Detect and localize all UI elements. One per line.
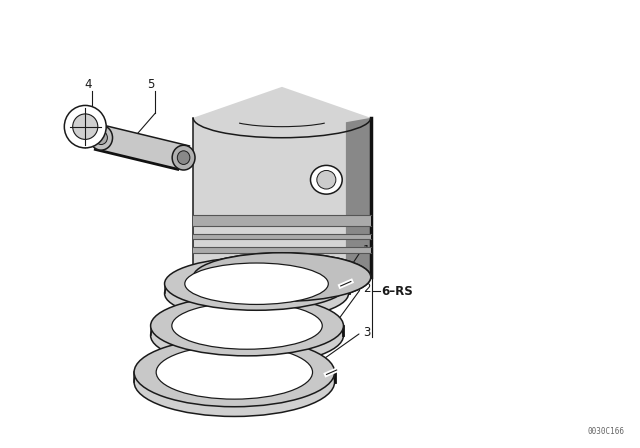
Text: 1: 1 <box>363 244 371 257</box>
Ellipse shape <box>150 306 344 366</box>
Ellipse shape <box>134 338 335 407</box>
Ellipse shape <box>156 345 312 399</box>
Bar <box>193 234 371 240</box>
Bar <box>193 247 371 253</box>
Ellipse shape <box>177 151 190 164</box>
Text: 2: 2 <box>363 282 371 295</box>
Text: 3: 3 <box>363 326 371 339</box>
Ellipse shape <box>185 263 328 305</box>
Ellipse shape <box>172 145 195 170</box>
Ellipse shape <box>150 296 344 356</box>
Ellipse shape <box>193 253 371 302</box>
Ellipse shape <box>150 296 344 356</box>
Text: 6–RS: 6–RS <box>381 285 413 298</box>
Ellipse shape <box>164 257 349 310</box>
Ellipse shape <box>310 165 342 194</box>
Ellipse shape <box>64 105 106 148</box>
Ellipse shape <box>73 114 98 139</box>
Ellipse shape <box>134 338 335 407</box>
Ellipse shape <box>90 125 113 150</box>
Ellipse shape <box>317 171 336 189</box>
Ellipse shape <box>172 302 323 349</box>
Polygon shape <box>193 87 371 277</box>
Ellipse shape <box>134 348 335 417</box>
Text: 4: 4 <box>84 78 92 91</box>
Polygon shape <box>95 126 189 169</box>
Ellipse shape <box>164 257 349 310</box>
Ellipse shape <box>95 131 108 145</box>
Ellipse shape <box>193 253 371 302</box>
Text: 5: 5 <box>147 78 154 91</box>
Polygon shape <box>346 118 371 277</box>
Text: 0030C166: 0030C166 <box>588 427 625 436</box>
Bar <box>193 215 371 226</box>
Ellipse shape <box>164 267 349 320</box>
